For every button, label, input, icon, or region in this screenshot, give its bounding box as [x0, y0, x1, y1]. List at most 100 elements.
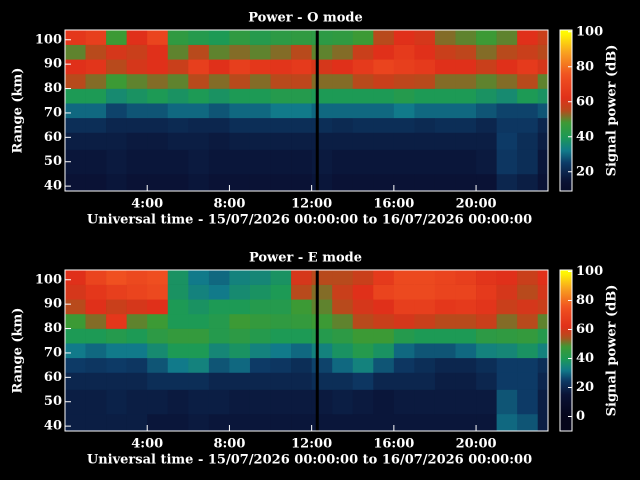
heatmap-cell: [455, 357, 477, 373]
heatmap-cell: [208, 117, 230, 133]
heatmap-cell: [434, 299, 456, 315]
heatmap-cell: [188, 270, 210, 285]
heatmap-cell: [106, 372, 127, 390]
heatmap-cell: [106, 173, 127, 192]
heatmap-cell: [434, 73, 456, 89]
x-tick-label: 12:00: [291, 197, 332, 212]
heatmap-cell: [476, 103, 497, 119]
heatmap-cell: [65, 372, 86, 390]
heatmap-cell: [65, 103, 86, 119]
heatmap-cell: [373, 270, 395, 285]
heatmap-cell: [414, 299, 436, 315]
heatmap-cell: [393, 413, 415, 432]
heatmap-cell: [208, 88, 230, 104]
heatmap-cell: [434, 270, 456, 285]
heatmap-cell: [537, 299, 549, 315]
heatmap-cell: [455, 59, 477, 75]
heatmap-cell: [332, 88, 354, 104]
heatmap-cell: [332, 270, 354, 285]
heatmap-cell: [434, 328, 456, 344]
heatmap-cell: [332, 173, 354, 192]
heatmap-cell: [517, 149, 539, 175]
heatmap-cell: [476, 413, 497, 432]
heatmap-cell: [476, 30, 497, 45]
heatmap-cell: [373, 328, 395, 344]
heatmap-cell: [208, 30, 230, 45]
heatmap-cell: [85, 73, 107, 89]
heatmap-cell: [393, 59, 415, 75]
heatmap-cell: [352, 284, 374, 300]
plot-frame: [64, 269, 549, 432]
heatmap-cell: [291, 284, 312, 300]
heatmap-cell: [373, 149, 395, 175]
heatmap-cell: [188, 284, 210, 300]
heatmap-cell: [291, 88, 312, 104]
heatmap-cell: [537, 413, 549, 432]
heatmap-cell: [147, 117, 169, 133]
heatmap-cell: [229, 149, 251, 175]
heatmap-cell: [373, 117, 395, 133]
heatmap-cell: [167, 299, 189, 315]
heatmap-cell: [106, 299, 127, 315]
heatmap-cell: [352, 413, 374, 432]
heatmap-cell: [126, 132, 148, 150]
heatmap-cell: [229, 284, 251, 300]
heatmap-cell: [496, 73, 518, 89]
heatmap-cell: [352, 132, 374, 150]
heatmap-cell: [373, 299, 395, 315]
heatmap-cell: [537, 132, 549, 150]
heatmap-cell: [434, 59, 456, 75]
heatmap-cell: [476, 313, 497, 329]
heatmap-cell: [373, 73, 395, 89]
chart-title: Power - E mode: [249, 251, 362, 266]
heatmap-cell: [393, 284, 415, 300]
heatmap-cell: [126, 343, 148, 359]
heatmap-cell: [126, 372, 148, 390]
heatmap-cell: [167, 372, 189, 390]
heatmap-cell: [311, 132, 333, 150]
heatmap-cell: [496, 44, 518, 60]
heatmap-cell: [352, 149, 374, 175]
y-tick-label: 80: [44, 81, 62, 96]
heatmap-cell: [311, 173, 333, 192]
heatmap-cell: [249, 149, 271, 175]
heatmap-cell: [476, 299, 497, 315]
heatmap-cell: [167, 103, 189, 119]
y-axis-label: Range (km): [11, 68, 26, 154]
heatmap-cell: [229, 270, 251, 285]
heatmap-cell: [188, 173, 210, 192]
heatmap-cell: [65, 30, 86, 45]
y-tick-label: 40: [44, 419, 62, 434]
heatmap-cell: [517, 132, 539, 150]
heatmap-cell: [167, 389, 189, 415]
heatmap-cell: [311, 73, 333, 89]
heatmap-cell: [147, 313, 169, 329]
heatmap-cell: [455, 372, 477, 390]
heatmap-cell: [106, 132, 127, 150]
heatmap-cell: [188, 103, 210, 119]
heatmap-cell: [476, 357, 497, 373]
heatmap-cell: [147, 73, 169, 89]
heatmap-cell: [496, 103, 518, 119]
heatmap-cell: [537, 73, 549, 89]
heatmap-cell: [332, 372, 354, 390]
heatmap-cell: [517, 328, 539, 344]
heatmap-cell: [229, 389, 251, 415]
heatmap-cell: [496, 413, 518, 432]
heatmap-cell: [455, 173, 477, 192]
heatmap-cell: [85, 299, 107, 315]
heatmap-cell: [270, 59, 292, 75]
heatmap-cell: [147, 357, 169, 373]
heatmap-cell: [270, 328, 292, 344]
heatmap-cell: [496, 132, 518, 150]
heatmap-cell: [434, 173, 456, 192]
heatmap-cell: [126, 270, 148, 285]
heatmap-cell: [270, 343, 292, 359]
heatmap-cell: [65, 117, 86, 133]
heatmap-cell: [291, 30, 312, 45]
heatmap-cell: [147, 173, 169, 192]
data-gap: [315, 30, 319, 191]
heatmap-cell: [167, 117, 189, 133]
heatmap-cell: [434, 88, 456, 104]
